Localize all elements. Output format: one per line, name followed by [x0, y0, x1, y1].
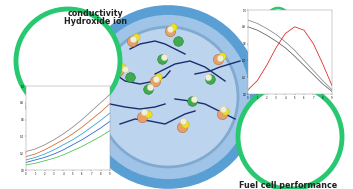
Text: Hydroxide ion: Hydroxide ion [65, 17, 127, 26]
Point [152, 80, 158, 83]
Point [215, 57, 221, 60]
Point [127, 75, 133, 78]
Point [167, 27, 173, 30]
Point [191, 98, 197, 101]
Point [130, 37, 136, 40]
Point [205, 75, 211, 78]
Text: conductivity: conductivity [68, 9, 124, 18]
Circle shape [16, 9, 120, 113]
Point [161, 56, 167, 59]
Point [147, 85, 153, 88]
Point [141, 111, 147, 114]
Point [175, 40, 181, 43]
Point [145, 88, 151, 91]
Point [122, 67, 128, 70]
Circle shape [238, 85, 342, 189]
Point [219, 112, 225, 115]
Point [189, 99, 195, 102]
Point [217, 57, 223, 60]
Point [119, 65, 125, 68]
Point [133, 36, 139, 39]
Point [219, 54, 225, 57]
Text: Fuel cell performance: Fuel cell performance [239, 181, 337, 189]
Point [179, 125, 185, 129]
Point [222, 109, 228, 112]
Point [182, 122, 188, 125]
Point [170, 26, 176, 29]
Point [115, 70, 121, 73]
Point [155, 75, 161, 78]
Point [207, 77, 213, 81]
Point [159, 57, 165, 60]
Point [153, 77, 159, 81]
Point [180, 119, 186, 122]
Circle shape [81, 10, 255, 184]
Point [139, 115, 145, 119]
Circle shape [98, 27, 238, 167]
Point [220, 108, 226, 111]
Point [145, 112, 151, 115]
Point [129, 40, 135, 43]
Point [167, 29, 173, 33]
